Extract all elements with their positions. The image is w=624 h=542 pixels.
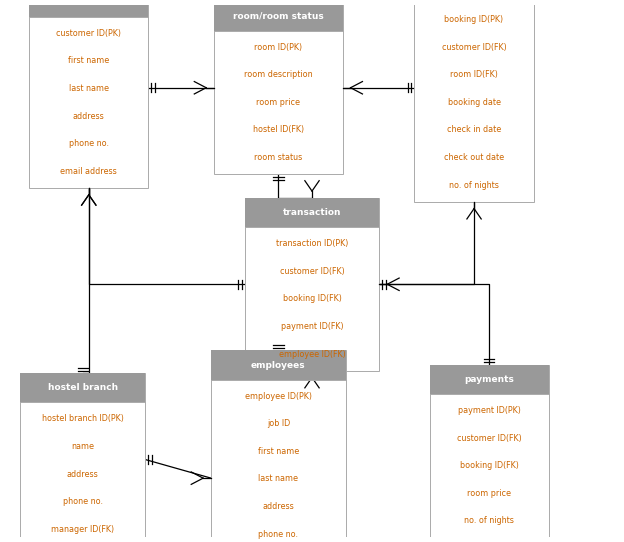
- Text: booking date: booking date: [447, 98, 500, 107]
- Text: hostel ID(FK): hostel ID(FK): [253, 126, 304, 134]
- FancyBboxPatch shape: [20, 373, 145, 542]
- Text: customer ID(PK): customer ID(PK): [56, 29, 121, 38]
- FancyBboxPatch shape: [29, 0, 149, 17]
- Text: phone no.: phone no.: [69, 139, 109, 149]
- Text: booking ID(FK): booking ID(FK): [283, 294, 341, 304]
- Text: check out date: check out date: [444, 153, 504, 162]
- Text: booking ID(PK): booking ID(PK): [444, 15, 504, 24]
- FancyBboxPatch shape: [245, 198, 379, 227]
- Text: email address: email address: [61, 167, 117, 176]
- Text: no. of nights: no. of nights: [449, 180, 499, 190]
- Text: room/room status: room/room status: [233, 11, 324, 21]
- Text: payment ID(PK): payment ID(PK): [458, 406, 521, 415]
- Text: address: address: [263, 502, 295, 511]
- Text: room price: room price: [467, 489, 511, 498]
- Text: manager ID(FK): manager ID(FK): [51, 525, 114, 534]
- FancyBboxPatch shape: [414, 0, 534, 202]
- Text: booking ID(FK): booking ID(FK): [460, 461, 519, 470]
- Text: customer ID(FK): customer ID(FK): [280, 267, 344, 276]
- Text: first name: first name: [68, 56, 109, 66]
- Text: job ID: job ID: [266, 419, 290, 428]
- FancyBboxPatch shape: [430, 365, 549, 394]
- FancyBboxPatch shape: [214, 2, 343, 31]
- Text: name: name: [71, 442, 94, 451]
- Text: transaction ID(PK): transaction ID(PK): [276, 239, 348, 248]
- FancyBboxPatch shape: [214, 2, 343, 174]
- Text: room status: room status: [254, 153, 303, 162]
- Text: room ID(PK): room ID(PK): [255, 43, 303, 51]
- Text: room description: room description: [244, 70, 313, 79]
- Text: check in date: check in date: [447, 126, 501, 134]
- Text: transaction: transaction: [283, 208, 341, 217]
- Text: first name: first name: [258, 447, 299, 456]
- Text: last name: last name: [69, 84, 109, 93]
- Text: employee ID(PK): employee ID(PK): [245, 391, 312, 401]
- Text: last name: last name: [258, 474, 298, 483]
- Text: hostel branch: hostel branch: [47, 383, 118, 392]
- Text: employees: employees: [251, 360, 306, 370]
- Text: customer details: customer details: [46, 0, 132, 7]
- FancyBboxPatch shape: [211, 351, 346, 542]
- FancyBboxPatch shape: [245, 198, 379, 371]
- FancyBboxPatch shape: [211, 351, 346, 379]
- Text: employee ID(FK): employee ID(FK): [279, 350, 345, 359]
- FancyBboxPatch shape: [20, 373, 145, 403]
- Text: phone no.: phone no.: [62, 498, 103, 506]
- Text: customer ID(FK): customer ID(FK): [457, 434, 522, 443]
- Text: payments: payments: [464, 375, 514, 384]
- Text: payment ID(FK): payment ID(FK): [281, 322, 343, 331]
- Text: no. of nights: no. of nights: [464, 517, 514, 525]
- FancyBboxPatch shape: [29, 0, 149, 188]
- Text: address: address: [67, 470, 99, 479]
- Text: phone no.: phone no.: [258, 530, 298, 539]
- Text: address: address: [73, 112, 105, 121]
- FancyBboxPatch shape: [430, 365, 549, 542]
- Text: room price: room price: [256, 98, 300, 107]
- Text: room ID(FK): room ID(FK): [450, 70, 498, 79]
- Text: hostel branch ID(PK): hostel branch ID(PK): [42, 415, 124, 423]
- Text: customer ID(FK): customer ID(FK): [442, 43, 507, 51]
- FancyBboxPatch shape: [414, 0, 534, 3]
